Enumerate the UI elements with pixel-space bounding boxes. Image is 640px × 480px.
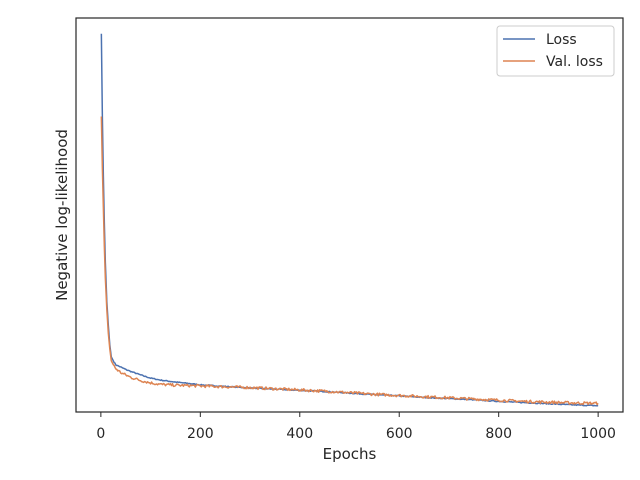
series-line-val-loss — [100, 116, 599, 406]
x-axis-ticks: 0 200 400 600 800 1000 — [96, 412, 616, 442]
legend-label-loss: Loss — [546, 32, 577, 48]
plot-frame — [75, 17, 624, 413]
legend-label-val-loss: Val. loss — [546, 54, 603, 70]
series-line-loss — [100, 33, 599, 407]
x-tick-label: 0 — [96, 426, 105, 442]
x-tick-label: 200 — [187, 426, 214, 442]
x-tick-label: 800 — [485, 426, 512, 442]
x-tick-label: 1000 — [580, 426, 616, 442]
series-layer — [100, 33, 599, 407]
x-axis-label: Epochs — [323, 445, 377, 463]
y-axis-label: Negative log-likelihood — [53, 129, 71, 301]
legend: Loss Val. loss — [496, 25, 615, 77]
x-tick-label: 600 — [386, 426, 413, 442]
x-tick-label: 400 — [286, 426, 313, 442]
